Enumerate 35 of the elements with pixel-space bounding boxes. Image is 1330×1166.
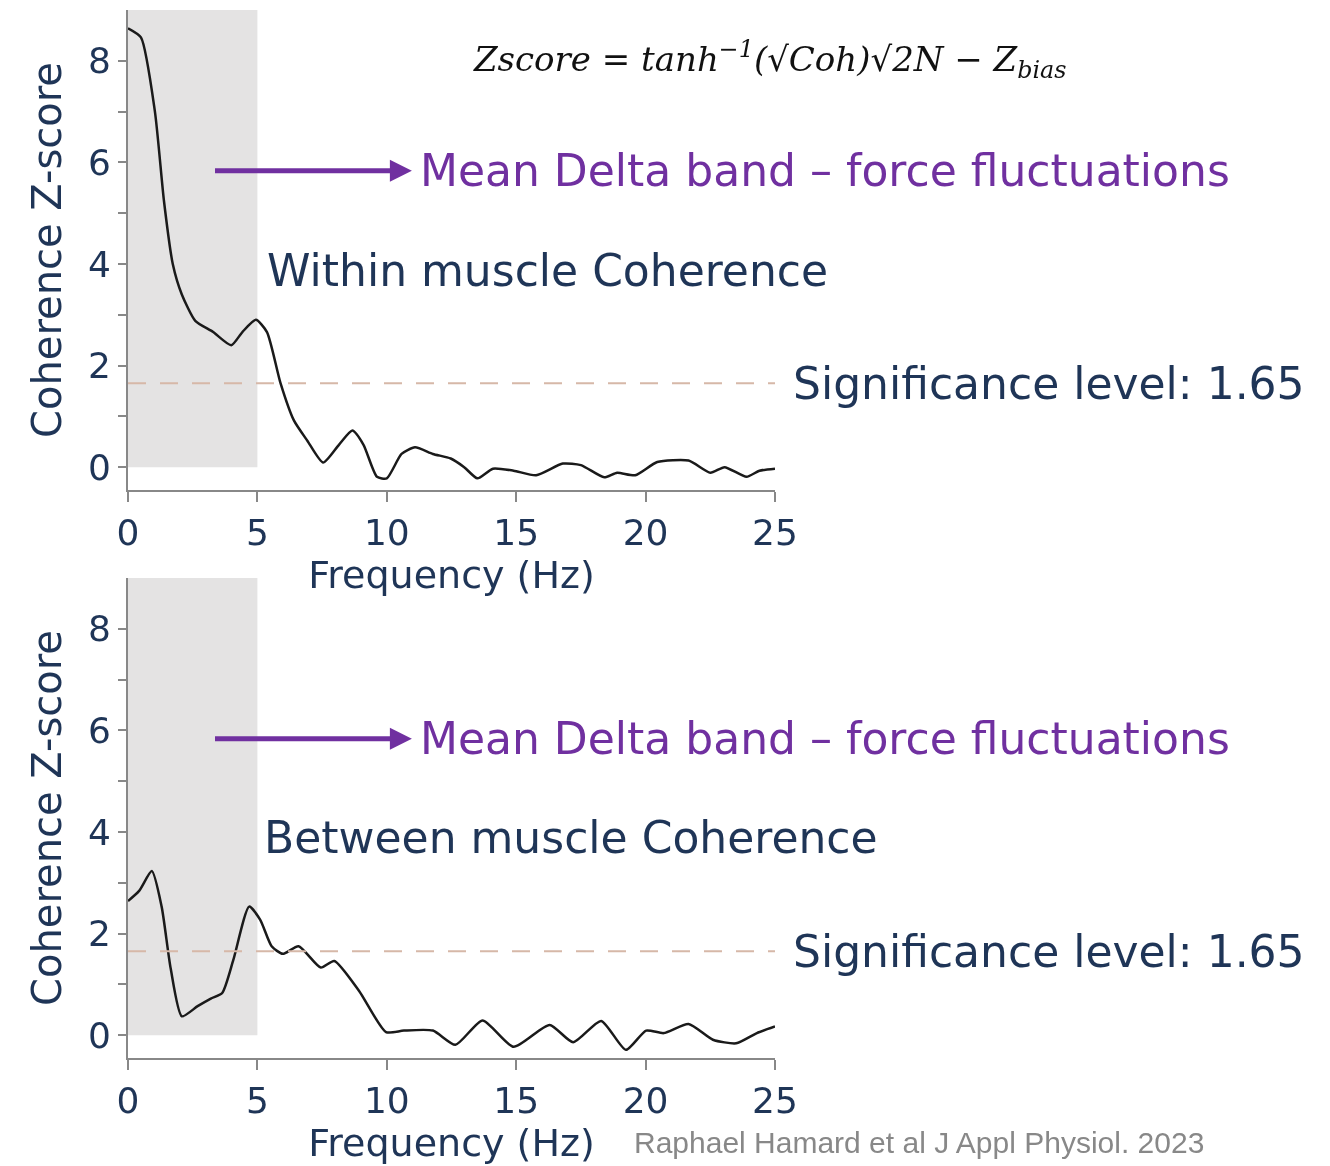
- x-tick-label: 15: [493, 1080, 540, 1122]
- ref-line-label: Significance level: 1.65: [793, 358, 1305, 409]
- y-axis-title: Coherence Z-score: [23, 630, 70, 1006]
- y-tick-label: 4: [87, 811, 111, 853]
- x-tick-label: 20: [622, 512, 669, 554]
- y-tick-label: 0: [87, 446, 111, 488]
- x-tick-label: 25: [752, 512, 798, 554]
- annotation: Within muscle Coherence: [267, 245, 829, 296]
- x-tick-label: 0: [116, 1080, 140, 1122]
- x-tick-label: 25: [752, 1080, 798, 1122]
- y-tick-label: 0: [87, 1014, 111, 1056]
- x-tick-label: 20: [622, 1080, 669, 1122]
- y-tick-label: 8: [87, 40, 111, 82]
- x-axis-title: Frequency (Hz): [308, 1121, 595, 1166]
- ref-line-label: Significance level: 1.65: [793, 926, 1305, 977]
- annotation: Zscore = tanh$^{−1}$(√Coh)√2N − Z$_{bias}$: [473, 35, 1067, 85]
- x-tick-label: 0: [116, 512, 140, 554]
- y-tick-label: 6: [87, 141, 111, 183]
- x-tick-label: 5: [245, 512, 269, 554]
- x-tick-label: 5: [245, 1080, 269, 1122]
- x-tick-label: 15: [493, 512, 540, 554]
- y-tick-label: 2: [87, 913, 111, 955]
- line-series: [128, 869, 775, 1052]
- y-tick-label: 4: [87, 243, 111, 285]
- y-axis-title: Coherence Z-score: [23, 62, 70, 438]
- annotation: Between muscle Coherence: [264, 812, 878, 863]
- y-tick-label: 2: [87, 345, 111, 387]
- annotation: Mean Delta band – force fluctuations: [420, 713, 1230, 764]
- annotation: Mean Delta band – force fluctuations: [420, 145, 1230, 196]
- text: Raphael Hamard et al J Appl Physiol. 2023: [634, 1126, 1205, 1159]
- x-axis-title: Frequency (Hz): [308, 553, 595, 598]
- x-tick-label: 10: [363, 512, 410, 554]
- y-tick-label: 8: [87, 608, 111, 650]
- y-tick-label: 6: [87, 709, 111, 751]
- x-tick-label: 10: [363, 1080, 410, 1122]
